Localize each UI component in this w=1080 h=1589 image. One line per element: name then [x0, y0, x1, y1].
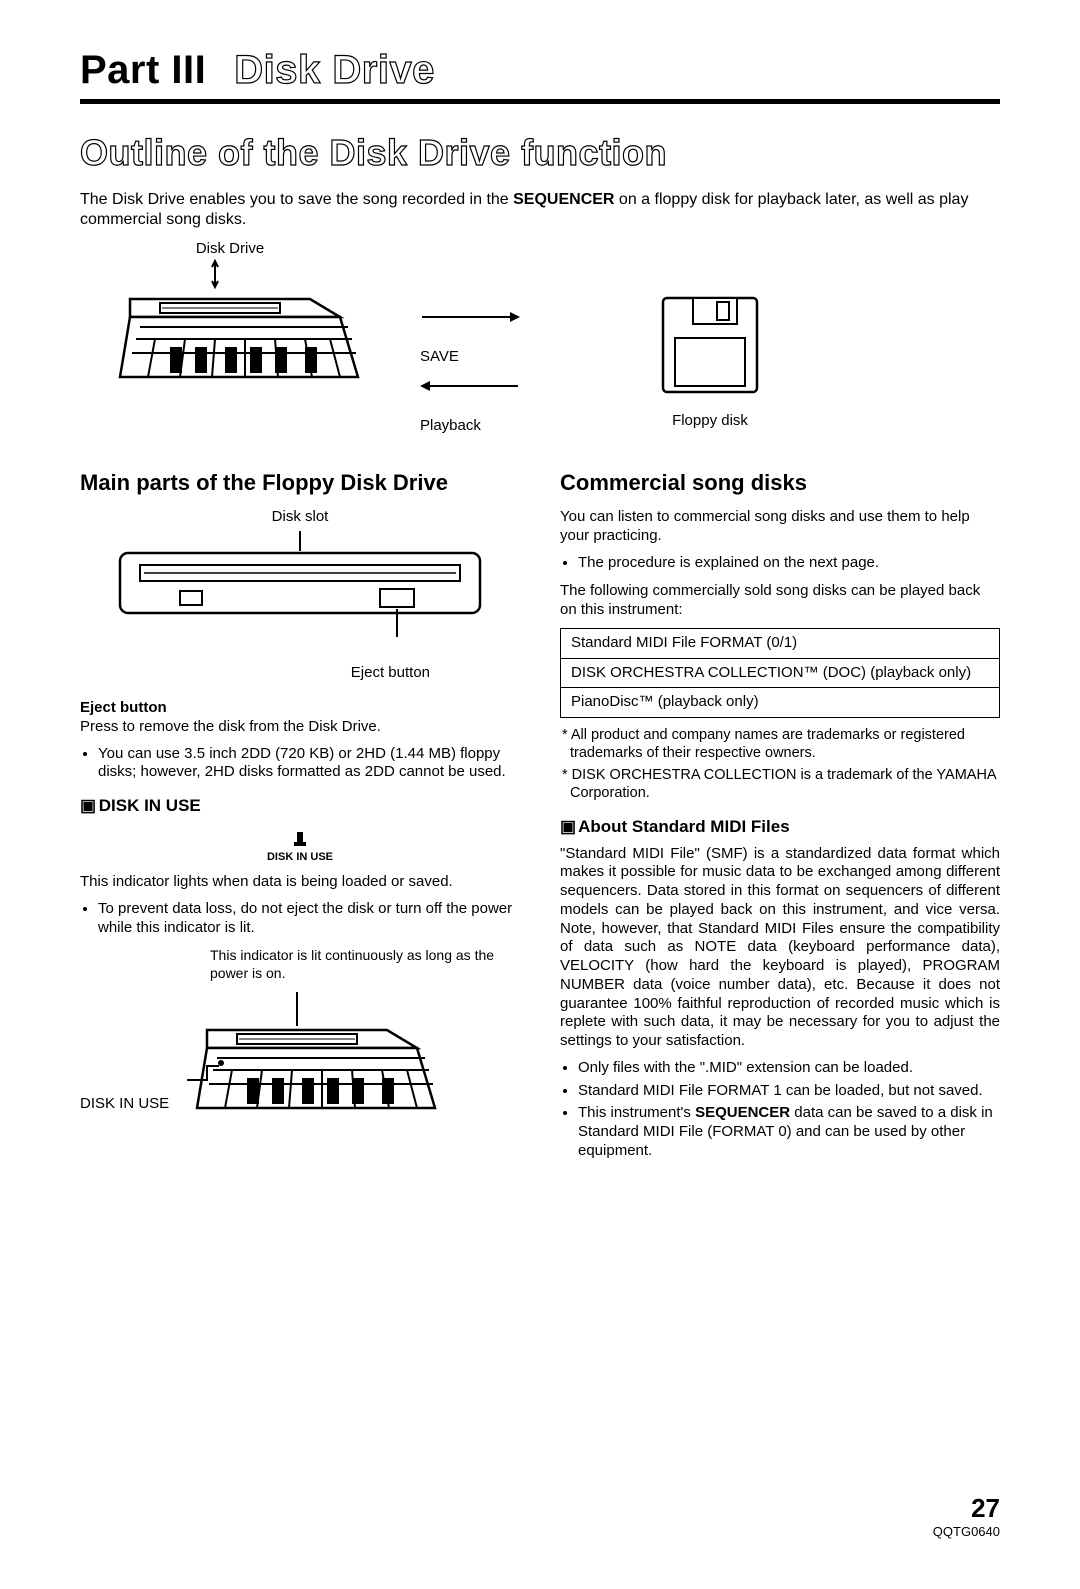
disk-in-use-heading-text: DISK IN USE — [99, 796, 201, 815]
part-title: Disk Drive — [234, 48, 435, 93]
smf-body: "Standard MIDI File" (SMF) is a standard… — [560, 845, 1000, 1051]
list-item: The procedure is explained on the next p… — [578, 554, 1000, 573]
divider — [80, 99, 1000, 104]
smf-b3-bold: SEQUENCER — [695, 1104, 790, 1121]
top-diagram-row: Disk Drive — [80, 240, 1000, 434]
eject-heading: Eject button — [80, 699, 167, 716]
drive-svg — [110, 529, 490, 649]
table-row: Standard MIDI File FORMAT (0/1) — [561, 629, 999, 659]
indicator-icon — [290, 830, 310, 848]
drive-figure — [80, 529, 520, 654]
manual-page: Part III Disk Drive Outline of the Disk … — [0, 0, 1080, 1589]
intro-paragraph: The Disk Drive enables you to save the s… — [80, 190, 1000, 230]
intro-text-pre: The Disk Drive enables you to save the s… — [80, 191, 513, 208]
intro-text-bold: SEQUENCER — [513, 191, 614, 208]
playback-arrow-row — [420, 379, 580, 393]
left-heading: Main parts of the Floppy Disk Drive — [80, 470, 520, 496]
arrow-column: SAVE Playback — [420, 240, 580, 434]
footnote-2: * DISK ORCHESTRA COLLECTION is a tradema… — [560, 766, 1000, 802]
save-label: SAVE — [420, 348, 580, 365]
keyboard-figure-2: DISK IN USE — [80, 988, 520, 1158]
floppy-figure: Floppy disk — [620, 240, 800, 429]
square-marker-icon: ▣ — [560, 817, 574, 837]
eject-paragraph: Eject button Press to remove the disk fr… — [80, 699, 520, 737]
disk-drive-label: Disk Drive — [80, 240, 380, 257]
smf-heading: ▣ About Standard MIDI Files — [560, 817, 1000, 837]
keyboard-svg-2 — [177, 988, 437, 1158]
right-heading: Commercial song disks — [560, 470, 1000, 496]
playback-label: Playback — [420, 417, 580, 434]
floppy-label: Floppy disk — [620, 412, 800, 429]
compat-intro: The following commercially sold song dis… — [560, 582, 1000, 620]
smf-b3-pre: This instrument's — [578, 1104, 695, 1121]
section-title: Outline of the Disk Drive function — [80, 132, 1000, 174]
disk-in-use-heading: ▣ DISK IN USE — [80, 796, 520, 816]
keyboard-svg — [100, 257, 360, 417]
commercial-intro: You can listen to commercial song disks … — [560, 508, 1000, 546]
list-item: This instrument's SEQUENCER data can be … — [578, 1104, 1000, 1160]
indicator-icon-label: DISK IN USE — [80, 851, 520, 863]
left-column: Main parts of the Floppy Disk Drive Disk… — [80, 462, 520, 1171]
commercial-bullets: The procedure is explained on the next p… — [560, 554, 1000, 573]
table-row: DISK ORCHESTRA COLLECTION™ (DOC) (playba… — [561, 659, 999, 689]
indicator-caption: This indicator is lit continuously as lo… — [210, 947, 520, 982]
indicator-text: This indicator lights when data is being… — [80, 873, 520, 892]
eject-button-caption: Eject button — [80, 664, 520, 681]
list-item: Standard MIDI File FORMAT 1 can be loade… — [578, 1082, 1000, 1101]
footnote-1: * All product and company names are trad… — [560, 726, 1000, 762]
square-marker-icon: ▣ — [80, 796, 94, 816]
disk-in-use-indicator: DISK IN USE — [80, 830, 520, 863]
smf-heading-text: About Standard MIDI Files — [578, 817, 790, 836]
right-column: Commercial song disks You can listen to … — [560, 462, 1000, 1171]
keyboard-figure: Disk Drive — [80, 240, 380, 421]
two-column-layout: Main parts of the Floppy Disk Drive Disk… — [80, 462, 1000, 1171]
list-item: Only files with the ".MID" extension can… — [578, 1059, 1000, 1078]
eject-text: Press to remove the disk from the Disk D… — [80, 718, 381, 735]
arrow-left-icon — [420, 379, 520, 393]
arrow-right-icon — [420, 310, 520, 324]
part-number: Part III — [80, 48, 206, 93]
page-footer: 27 QQTG0640 — [933, 1493, 1000, 1539]
compat-table: Standard MIDI File FORMAT (0/1) DISK ORC… — [560, 628, 1000, 718]
save-arrow-row — [420, 310, 580, 324]
part-header: Part III Disk Drive — [80, 48, 1000, 93]
doc-code: QQTG0640 — [933, 1524, 1000, 1539]
table-row: PianoDisc™ (playback only) — [561, 688, 999, 717]
page-number: 27 — [933, 1493, 1000, 1524]
indicator-warning-list: To prevent data loss, do not eject the d… — [80, 900, 520, 938]
disk-slot-label: Disk slot — [80, 508, 520, 525]
disk-in-use-label-2: DISK IN USE — [80, 1095, 169, 1112]
floppy-svg — [655, 290, 765, 400]
smf-bullets: Only files with the ".MID" extension can… — [560, 1059, 1000, 1161]
list-item: You can use 3.5 inch 2DD (720 KB) or 2HD… — [98, 745, 520, 783]
disk-spec-list: You can use 3.5 inch 2DD (720 KB) or 2HD… — [80, 745, 520, 783]
list-item: To prevent data loss, do not eject the d… — [98, 900, 520, 938]
